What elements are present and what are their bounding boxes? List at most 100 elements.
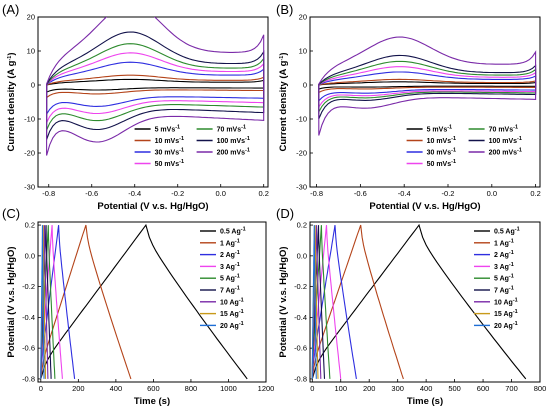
y-tick-label: 20 [27, 13, 35, 22]
y-tick-label: 10 [27, 47, 35, 56]
x-tick-label: -0.6 [354, 189, 367, 198]
legend: 0.5 Ag-1 1 Ag-1 2 Ag-1 3 Ag-1 5 Ag-1 7 Ag-1 10… [200, 227, 246, 330]
series-line [40, 225, 45, 379]
panel-label: (C) [2, 206, 20, 221]
legend-label: 30 mVs-1 [427, 148, 456, 157]
series-line [311, 225, 357, 379]
y-tick-label: -30 [296, 183, 307, 192]
legend-label: 15 Ag-1 [494, 309, 518, 318]
y-tick-label: -10 [24, 115, 35, 124]
legend-label: 200 mVs-1 [489, 148, 522, 157]
y-tick-label: -20 [24, 149, 35, 158]
legend-label: 15 Ag-1 [220, 309, 244, 318]
panel-a: (A) -0.8 -0.6 -0.4 -0.2 0.0 0.2 -30 -20 -10 0 10 20 P… [2, 2, 269, 212]
x-tick-label: 0.2 [530, 189, 540, 198]
panel-label: (B) [276, 2, 293, 17]
x-tick-label: 0 [39, 384, 43, 393]
legend-label: 200 mVs-1 [217, 148, 250, 157]
y-tick-label: 10 [299, 47, 307, 56]
panel-label: (D) [276, 206, 294, 221]
legend-label: 70 mVs-1 [489, 125, 518, 134]
series-line [46, 74, 265, 99]
x-tick-label: 500 [448, 384, 461, 393]
x-tick-label: 400 [420, 384, 433, 393]
legend-label: 70 mVs-1 [217, 125, 246, 134]
series-line [40, 224, 132, 380]
legend: 5 mVs-1 10 mVs-1 30 mVs-1 50 mVs-1 70 mVs-1 1… [134, 125, 250, 168]
x-tick-label: 200 [363, 384, 376, 393]
x-axis-title: Potential (V v.s. Hg/HgO) [369, 201, 480, 212]
x-tick-label: -0.4 [128, 189, 141, 198]
x-tick-label: 600 [477, 384, 490, 393]
x-tick-label: 0.0 [215, 189, 225, 198]
legend: 5 mVs-1 10 mVs-1 30 mVs-1 50 mVs-1 70 mVs-1 1… [406, 125, 522, 168]
legend-label: 2 Ag-1 [220, 250, 240, 259]
series-line [46, 43, 265, 131]
y-tick-label: -0.2 [294, 282, 307, 291]
legend-label: 5 Ag-1 [220, 274, 240, 283]
plot-frame [309, 221, 541, 383]
panel-d: (D) 0 100 200 300 400 500 600 700 800 -0.8 -0.6 -0.4… [276, 206, 546, 407]
series-line [311, 224, 404, 380]
y-tick-label: 20 [299, 13, 307, 22]
x-tick-label: 800 [185, 384, 198, 393]
series-group [318, 36, 537, 136]
series-group [46, 17, 265, 156]
legend-label: 5 mVs-1 [427, 125, 453, 134]
y-tick-label: 0.0 [297, 251, 307, 260]
y-axis-title: Potential (V v.s. Hg/HgO) [278, 246, 289, 357]
y-tick-label: -10 [296, 115, 307, 124]
x-tick-label: -0.8 [310, 189, 323, 198]
legend-label: 10 mVs-1 [427, 136, 456, 145]
legend-label: 100 mVs-1 [489, 136, 522, 145]
y-tick-label: -0.4 [294, 313, 307, 322]
legend-label: 1 Ag-1 [494, 238, 514, 247]
legend-label: 50 mVs-1 [155, 159, 184, 168]
plot-frame [37, 16, 269, 188]
legend-label: 10 mVs-1 [155, 136, 184, 145]
x-tick-label: -0.6 [85, 189, 98, 198]
series-group [40, 223, 248, 380]
x-tick-label: -0.8 [42, 189, 55, 198]
y-tick-label: -0.6 [22, 344, 35, 353]
series-line [40, 223, 248, 380]
x-tick-label: 1000 [220, 384, 237, 393]
x-tick-label: 400 [110, 384, 123, 393]
y-tick-label: -0.4 [22, 313, 35, 322]
x-tick-label: 100 [334, 384, 347, 393]
x-axis-title: Potential (V v.s. Hg/HgO) [97, 201, 208, 212]
series-line [311, 225, 317, 379]
y-tick-label: -20 [296, 149, 307, 158]
series-group [311, 223, 527, 380]
x-tick-label: 0.0 [487, 189, 497, 198]
legend-label: 0.5 Ag-1 [220, 227, 246, 236]
legend-label: 0.5 Ag-1 [494, 227, 520, 236]
legend-label: 20 Ag-1 [220, 321, 244, 330]
legend-label: 1 Ag-1 [220, 238, 240, 247]
x-tick-label: 200 [72, 384, 85, 393]
x-tick-label: 800 [534, 384, 547, 393]
x-tick-label: 0 [310, 384, 314, 393]
y-axis-title: Current density (A g-1) [6, 52, 17, 151]
panel-b: (B) -0.8 -0.6 -0.4 -0.2 0.0 0.2 -30 -20 -10 0 10 20 P… [276, 2, 541, 212]
y-tick-label: 0.2 [25, 221, 35, 230]
legend-label: 3 Ag-1 [220, 262, 240, 271]
y-tick-label: 0 [303, 81, 307, 90]
legend-label: 7 Ag-1 [220, 286, 240, 295]
x-tick-label: 600 [147, 384, 160, 393]
panel-label: (A) [2, 2, 19, 17]
legend-label: 20 Ag-1 [494, 321, 518, 330]
legend-label: 30 mVs-1 [155, 148, 184, 157]
y-tick-label: -0.8 [294, 374, 307, 383]
y-tick-label: -30 [24, 183, 35, 192]
plot-frame [37, 221, 267, 383]
x-tick-label: -0.2 [442, 189, 455, 198]
series-line [46, 17, 265, 156]
y-tick-label: 0 [31, 81, 35, 90]
legend-label: 50 mVs-1 [427, 159, 456, 168]
x-axis-title: Time (s) [407, 396, 443, 407]
legend-label: 100 mVs-1 [217, 136, 250, 145]
legend-label: 7 Ag-1 [494, 286, 514, 295]
plot-frame [309, 16, 541, 188]
